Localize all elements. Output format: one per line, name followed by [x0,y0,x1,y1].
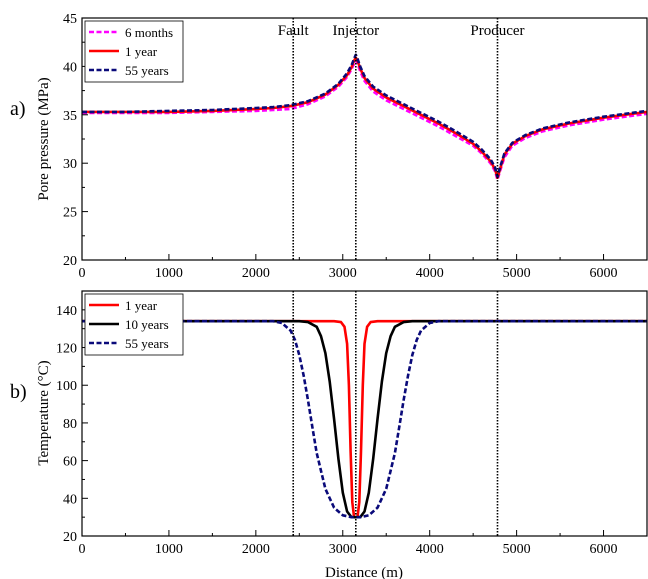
pressure-x-tick-label: 5000 [503,266,531,281]
temperature-legend-label: 1 year [125,298,158,313]
panel-a-label: a) [10,98,26,120]
temperature-series-line [82,319,647,519]
temperature-legend-label: 55 years [125,336,169,351]
pressure-legend-label: 55 years [125,63,169,78]
pressure-x-tick-label: 4000 [416,266,444,281]
temperature-y-tick-label: 120 [56,342,77,357]
temperature-x-tick-label: 0 [79,542,86,557]
pressure-y-tick-label: 35 [63,109,77,124]
pressure-x-tick-label: 3000 [329,266,357,281]
temperature-y-tick-label: 140 [56,304,77,319]
pressure-legend-label: 1 year [125,44,158,59]
marker-label-injector: Injector [332,23,379,39]
pressure-y-tick-label: 30 [63,157,77,172]
x-axis-label: Distance (m) [325,565,403,579]
pressure-x-tick-label: 1000 [155,266,183,281]
pressure-y-tick-label: 25 [63,206,77,221]
pressure-y-tick-label: 20 [63,254,77,269]
pressure-x-tick-label: 0 [79,266,86,281]
pressure-legend: 6 months 1 year 55 years [84,20,184,83]
marker-label-producer: Producer [470,23,524,39]
pressure-x-tick-label: 6000 [590,266,618,281]
temperature-y-tick-label: 80 [63,417,77,432]
temperature-x-tick-label: 3000 [329,542,357,557]
temperature-plot-frame [81,290,648,537]
temperature-y-tick-label: 40 [63,492,77,507]
pressure-series-line [82,53,647,179]
pressure-chart: 0 1000 2000 3000 4000 5000 6000 20 25 30 35 40 45 Po… [36,12,648,281]
panel-b-label: b) [10,381,27,403]
pressure-legend-label: 6 months [125,25,173,40]
temperature-y-tick-label: 60 [63,455,77,470]
marker-label-fault: Fault [278,23,310,39]
pressure-y-tick-label: 45 [63,12,77,27]
temperature-legend: 1 year 10 years 55 years [84,293,184,356]
temperature-chart: 0 1000 2000 3000 4000 5000 6000 20 40 60 80 100 120 1… [36,290,648,557]
temperature-y-tick-label: 20 [63,530,77,545]
temperature-x-tick-label: 6000 [590,542,618,557]
temperature-x-tick-label: 5000 [503,542,531,557]
pressure-series-line [82,59,647,181]
pressure-y-axis-label: Pore pressure (MPa) [36,77,52,200]
temperature-y-axis-label: Temperature (°C) [36,360,52,465]
temperature-x-tick-label: 4000 [416,542,444,557]
temperature-x-tick-label: 2000 [242,542,270,557]
temperature-legend-label: 10 years [125,317,169,332]
temperature-x-tick-label: 1000 [155,542,183,557]
pressure-x-tick-label: 2000 [242,266,270,281]
temperature-y-tick-label: 100 [56,379,77,394]
pressure-y-tick-label: 40 [63,60,77,75]
